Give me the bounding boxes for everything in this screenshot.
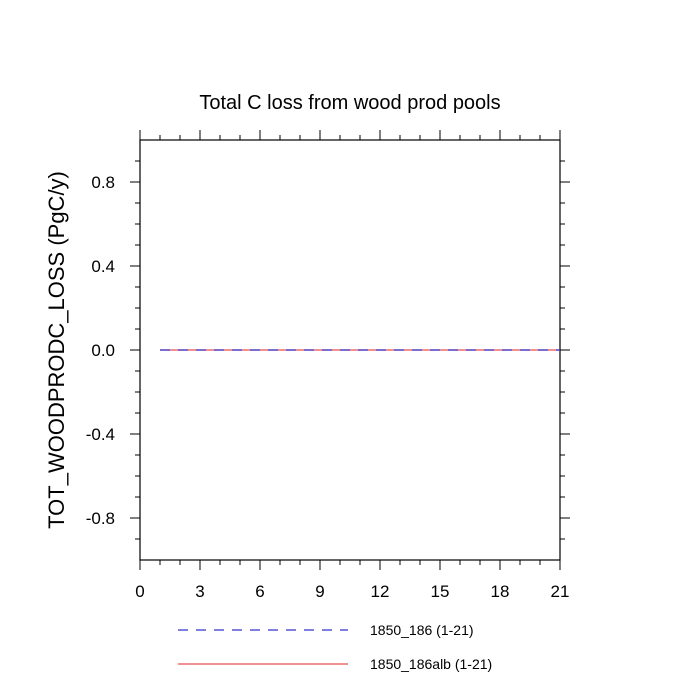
x-tick-label: 0 [135,582,144,601]
x-tick-label: 21 [551,582,570,601]
axis-ticks: 0 3 6 9 12 15 18 21 -0.8 -0.4 0.0 0.4 0.8 [86,130,570,601]
legend-label-1: 1850_186 (1-21) [370,622,474,638]
y-axis-label: TOT_WOODPRODC_LOSS (PgC/y) [44,171,69,529]
x-tick-label: 12 [371,582,390,601]
chart-title: Total C loss from wood prod pools [199,92,500,114]
y-tick-label: 0.4 [91,257,115,276]
y-tick-label: 0.0 [91,341,115,360]
x-tick-label: 9 [315,582,324,601]
legend-label-2: 1850_186alb (1-21) [370,656,492,672]
y-tick-label: -0.4 [86,425,115,444]
y-tick-label: -0.8 [86,509,115,528]
x-tick-label: 18 [491,582,510,601]
legend: 1850_186 (1-21) 1850_186alb (1-21) [178,622,492,672]
x-tick-label: 3 [195,582,204,601]
x-tick-label: 6 [255,582,264,601]
x-tick-label: 15 [431,582,450,601]
y-tick-label: 0.8 [91,173,115,192]
